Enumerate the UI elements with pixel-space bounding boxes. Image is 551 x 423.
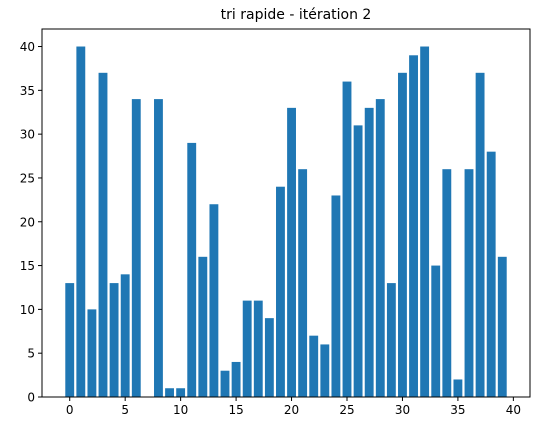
y-tick-label: 35 — [20, 84, 35, 98]
bar-38 — [486, 151, 496, 397]
bar-39 — [497, 256, 507, 397]
bar-13 — [209, 204, 219, 397]
x-tick-label: 30 — [395, 403, 410, 417]
bar-16 — [242, 300, 252, 397]
bar-33 — [431, 265, 441, 397]
y-tick-label: 5 — [27, 347, 35, 361]
chart-title: tri rapide - itération 2 — [221, 7, 372, 23]
bar-14 — [220, 370, 230, 397]
bar-32 — [420, 46, 430, 398]
x-tick-label: 40 — [506, 403, 521, 417]
y-tick-label: 10 — [20, 303, 35, 317]
bar-2 — [87, 309, 97, 397]
y-tick-label: 40 — [20, 40, 35, 54]
bar-12 — [198, 256, 208, 397]
bar-6 — [131, 99, 141, 397]
bar-23 — [320, 344, 330, 397]
bar-34 — [442, 169, 452, 397]
bar-37 — [475, 72, 485, 397]
bar-1 — [76, 46, 86, 398]
bar-0 — [65, 283, 75, 397]
bar-29 — [386, 283, 396, 397]
bar-27 — [364, 107, 374, 398]
y-tick-label: 0 — [27, 391, 35, 405]
bar-22 — [309, 335, 319, 397]
bar-5 — [120, 274, 130, 397]
bar-35 — [453, 379, 463, 397]
x-tick-label: 10 — [173, 403, 188, 417]
bar-10 — [176, 388, 186, 397]
bar-15 — [231, 361, 241, 397]
bars-group — [65, 46, 507, 398]
bar-36 — [464, 169, 474, 397]
bar-24 — [331, 195, 341, 397]
bar-18 — [264, 318, 274, 397]
y-tick-label: 30 — [20, 128, 35, 142]
bar-20 — [287, 107, 296, 398]
bar-30 — [398, 72, 407, 397]
x-tick-label: 15 — [228, 403, 243, 417]
y-axis: 0 5 10 15 20 25 30 35 40 — [20, 40, 42, 405]
y-tick-label: 20 — [20, 215, 35, 229]
y-tick-label: 25 — [20, 171, 35, 185]
x-tick-label: 35 — [450, 403, 465, 417]
x-tick-label: 5 — [121, 403, 129, 417]
y-tick-label: 15 — [20, 259, 35, 273]
bar-4 — [109, 283, 119, 397]
bar-19 — [276, 186, 285, 397]
bar-21 — [298, 169, 308, 397]
bar-25 — [342, 81, 352, 397]
bar-17 — [253, 300, 263, 397]
x-tick-label: 25 — [339, 403, 354, 417]
bar-8 — [154, 99, 163, 397]
bar-26 — [353, 125, 363, 397]
x-axis: 0 5 10 15 20 25 30 35 40 — [66, 397, 521, 417]
bar-3 — [98, 72, 108, 397]
x-tick-label: 20 — [284, 403, 299, 417]
bar-31 — [409, 55, 418, 397]
x-tick-label: 0 — [66, 403, 74, 417]
plot-frame — [41, 28, 531, 398]
bar-9 — [165, 388, 174, 397]
bar-28 — [375, 99, 385, 397]
bar-11 — [187, 142, 197, 397]
